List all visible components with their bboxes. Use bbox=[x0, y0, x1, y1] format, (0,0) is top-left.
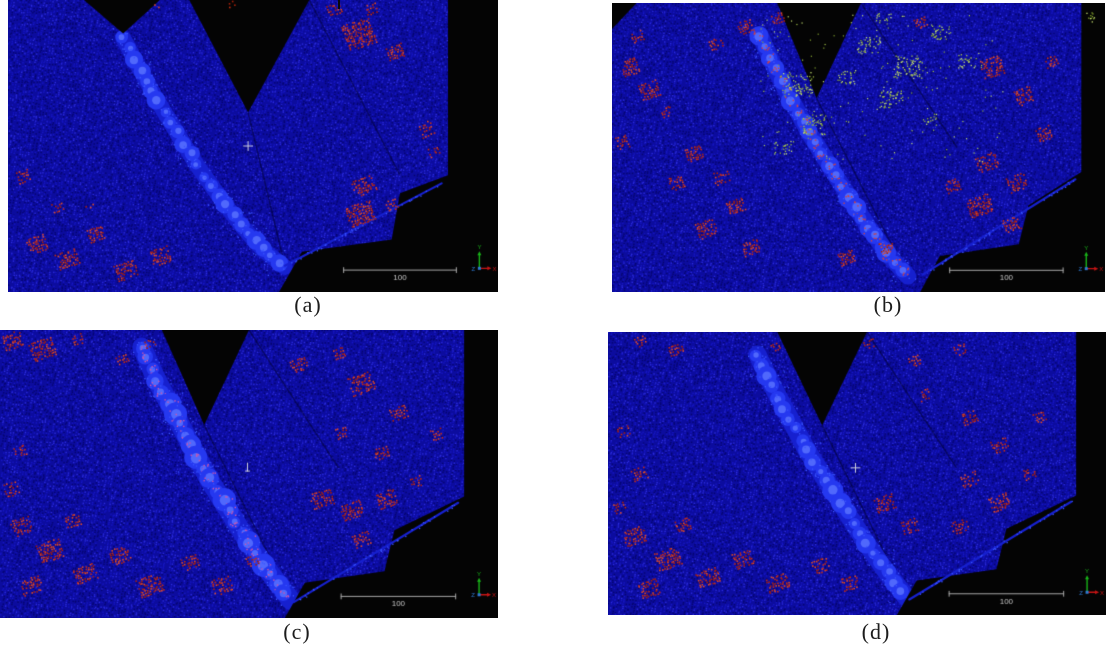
caption-a: (a) bbox=[294, 292, 322, 317]
caption-d: (d) bbox=[861, 619, 891, 644]
crop-artifact-tick bbox=[338, 0, 340, 9]
panel-a-pointcloud bbox=[8, 0, 498, 292]
caption-c: (c) bbox=[283, 619, 311, 644]
panel-c-pointcloud bbox=[0, 330, 498, 618]
caption-b: (b) bbox=[873, 292, 903, 317]
panel-d-pointcloud bbox=[608, 332, 1106, 615]
panel-b-pointcloud bbox=[612, 3, 1105, 292]
